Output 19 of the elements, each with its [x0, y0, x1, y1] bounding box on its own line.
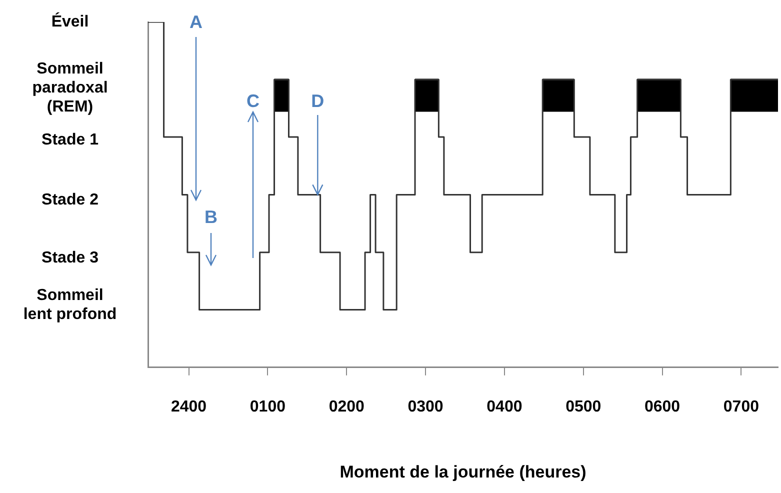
text: Stade 3 [42, 249, 99, 266]
annotation: C [246, 91, 260, 111]
x-tick-label: 0500 [566, 398, 602, 416]
x-tick-label: 0400 [486, 398, 522, 416]
text: Éveil [51, 11, 89, 30]
text: Stade 1 [42, 131, 99, 148]
x-tick-label: 0100 [250, 398, 286, 416]
x-axis-title: Moment de la journée (heures) [340, 462, 586, 482]
text: Stade 2 [42, 191, 99, 208]
x-tick-label: 0600 [644, 398, 680, 416]
annotation: D [311, 91, 324, 111]
text: Sommeil lent profond [23, 286, 117, 323]
x-tick-label: 2400 [170, 398, 207, 416]
annotation: B [204, 207, 218, 227]
x-tick-label: 0200 [328, 398, 365, 416]
text: Sommeil paradoxal (REM) [32, 60, 108, 116]
x-tick-label: 0300 [408, 398, 444, 416]
annotation: A [190, 12, 202, 32]
x-tick-label: 0700 [723, 398, 760, 416]
